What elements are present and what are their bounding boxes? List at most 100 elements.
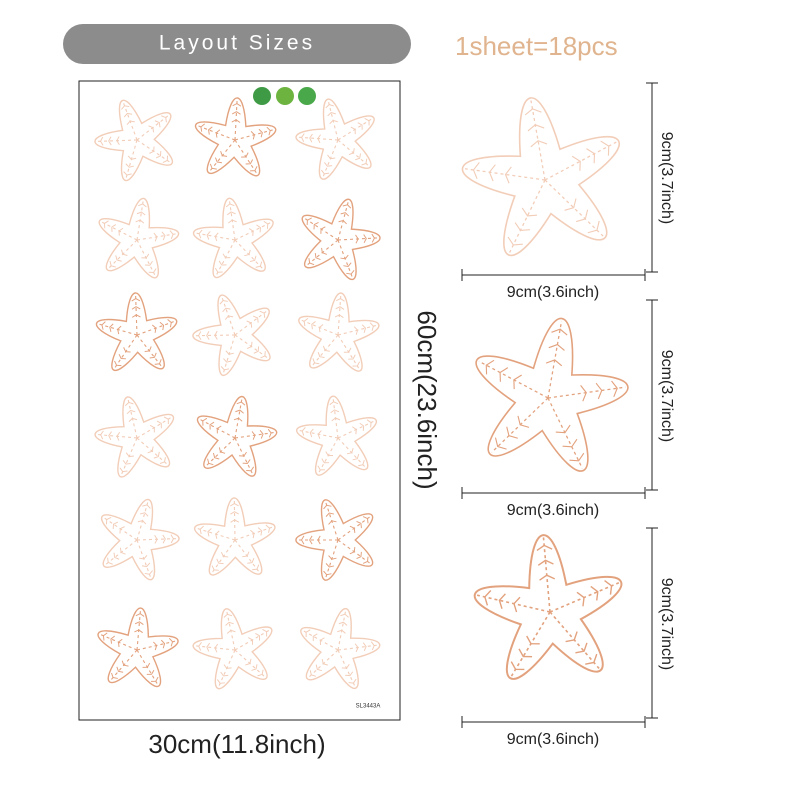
starfish-pattern [215, 129, 221, 138]
starfish-pattern [220, 671, 229, 677]
starfish-pattern [141, 562, 151, 568]
starfish-pattern [153, 641, 158, 651]
starfish-pattern [498, 593, 506, 609]
starfish-pattern [150, 676, 159, 682]
starfish-group [94, 97, 629, 690]
starfish [97, 607, 179, 688]
starfish-pattern [198, 229, 203, 239]
starfish-pattern [363, 234, 367, 244]
starfish-pattern [352, 453, 360, 461]
starfish-pattern [359, 422, 365, 431]
starfish-pattern [600, 140, 610, 156]
starfish-pattern [207, 458, 214, 466]
starfish-pattern [595, 382, 603, 400]
starfish-vein [547, 386, 626, 399]
starfish-pattern [331, 417, 341, 422]
starfish-pattern [151, 324, 157, 333]
starfish-pattern [102, 632, 108, 641]
starfish-pattern [369, 322, 374, 331]
starfish-vein [464, 168, 546, 181]
starfish-pattern [239, 451, 247, 457]
starfish-pattern [323, 570, 332, 576]
starfish-pattern [262, 628, 268, 637]
starfish-pattern [349, 547, 356, 555]
starfish-pattern [121, 249, 128, 256]
starfish-pattern [215, 530, 220, 539]
starfish-pattern [530, 140, 548, 148]
starfish-pattern [318, 324, 324, 333]
starfish-pattern [329, 401, 339, 406]
starfish-pattern [214, 643, 219, 653]
starfish-pattern [119, 547, 126, 555]
starfish-pattern [216, 558, 224, 565]
starfish-pattern [361, 158, 368, 166]
starfish-pattern [244, 249, 251, 257]
starfish-pattern [121, 660, 129, 667]
starfish-pattern [323, 504, 332, 510]
starfish-pattern [340, 212, 350, 217]
starfish-pattern [364, 117, 370, 126]
badges [253, 87, 316, 105]
starfish [295, 98, 375, 180]
starfish-pattern [524, 108, 542, 116]
starfish-pattern [154, 359, 162, 365]
starfish-pattern [517, 415, 530, 428]
starfish [94, 396, 175, 478]
starfish-pattern [353, 326, 359, 335]
starfish [95, 292, 178, 372]
starfish-pattern [301, 133, 305, 142]
starfish-pattern [604, 580, 613, 595]
starfish-pattern [114, 360, 122, 367]
starfish-pattern [355, 234, 359, 244]
starfish-pattern [340, 254, 349, 260]
starfish-pattern [248, 637, 253, 645]
starfish-pattern [348, 354, 356, 360]
starfish-pattern [169, 230, 174, 239]
starfish-pattern [545, 359, 563, 367]
starfish-pattern [585, 653, 598, 665]
starfish-pattern [163, 416, 169, 425]
starfish-pattern [229, 502, 239, 507]
starfish [475, 317, 629, 472]
starfish-pattern [504, 166, 512, 184]
starfish-pattern [214, 157, 222, 164]
starfish-pattern [148, 268, 157, 274]
starfish [473, 534, 623, 680]
starfish-pattern [259, 429, 264, 439]
starfish-pattern [319, 637, 325, 646]
detail-height: 9cm(3.7inch) [658, 350, 675, 442]
starfish-pattern [149, 352, 157, 359]
starfish-pattern [309, 670, 317, 677]
starfish-pattern [170, 534, 175, 544]
starfish-pattern [105, 517, 112, 525]
starfish-pattern [148, 125, 155, 133]
starfish-pattern [218, 260, 227, 266]
starfish-pattern [230, 519, 240, 523]
starfish-pattern [225, 203, 235, 208]
starfish-pattern [252, 564, 260, 571]
starfish-pattern [144, 346, 152, 353]
starfish-pattern [346, 448, 354, 455]
starfish-pattern [488, 164, 496, 182]
starfish-pattern [350, 126, 356, 135]
starfish-pattern [116, 432, 121, 441]
starfish-pattern [250, 166, 258, 172]
starfish-pattern [245, 159, 254, 165]
starfish-pattern [306, 217, 312, 225]
starfish-pattern [202, 417, 208, 426]
starfish-pattern [117, 325, 122, 335]
starfish-pattern [211, 565, 219, 571]
starfish-pattern [315, 664, 323, 672]
starfish-pattern [305, 629, 311, 638]
starfish-vein [547, 320, 563, 399]
starfish-pattern [247, 558, 255, 564]
starfish-pattern [521, 207, 538, 217]
starfish-pattern [248, 228, 254, 236]
starfish-pattern [154, 534, 158, 544]
starfish-pattern [564, 198, 577, 211]
starfish-pattern [231, 111, 241, 115]
starfish-pattern [575, 642, 588, 654]
starfish-pattern [107, 557, 113, 565]
starfish-pattern [232, 103, 242, 107]
starfish-pattern [197, 331, 202, 341]
